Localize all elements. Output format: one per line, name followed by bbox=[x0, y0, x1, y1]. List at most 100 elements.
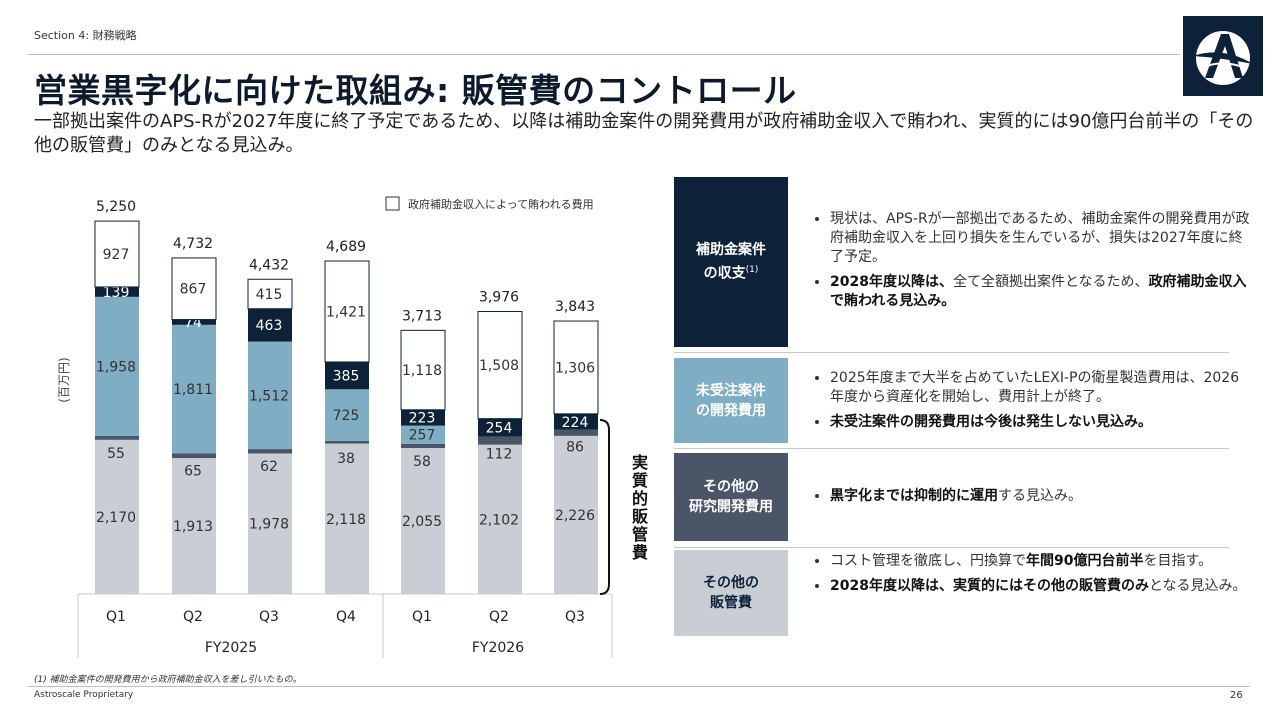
bar-segment bbox=[95, 296, 139, 436]
note-text: を目指す。 bbox=[1143, 553, 1213, 569]
bar-segment bbox=[401, 425, 445, 444]
data-label: 927 bbox=[103, 247, 130, 263]
note-bullet: 黒字化までは抑制的に運用する見込み。 bbox=[830, 487, 1250, 506]
data-label: 86 bbox=[566, 440, 584, 456]
bar-segment bbox=[95, 435, 139, 440]
data-label: 55 bbox=[107, 446, 125, 462]
category-label-line1: 未受注案件 bbox=[696, 382, 766, 399]
data-label: 415 bbox=[256, 287, 283, 303]
data-label: 1,306 bbox=[555, 360, 595, 376]
data-label: 2,170 bbox=[96, 510, 136, 526]
x-tick-label: Q1 bbox=[412, 609, 432, 625]
bar-segment bbox=[95, 286, 139, 297]
bottom-divider bbox=[28, 686, 1250, 687]
panel-divider bbox=[674, 547, 1229, 548]
bar-segment bbox=[401, 447, 445, 594]
data-label: 62 bbox=[260, 459, 278, 475]
note-emphasis: 政府補助金収入で賄われる見込み。 bbox=[830, 274, 1247, 309]
y-axis-unit: (百万円) bbox=[57, 357, 71, 402]
data-label: 725 bbox=[333, 408, 360, 424]
total-label: 4,732 bbox=[173, 236, 213, 252]
note-emphasis: 未受注案件の開発費用は今後は発生しない見込み。 bbox=[830, 414, 1152, 430]
note-bullet: 現状は、APS-Rが一部拠出であるため、補助金案件の開発費用が政府補助金収入を上… bbox=[830, 210, 1250, 267]
bar-segment bbox=[94, 220, 140, 288]
note-emphasis: 2028年度以降は、実質的にはその他の販管費のみ bbox=[830, 578, 1149, 594]
bar-segment bbox=[172, 324, 216, 454]
data-label: 254 bbox=[486, 421, 513, 437]
bar-segment bbox=[554, 429, 598, 436]
note-text: となる見込み。 bbox=[1148, 578, 1247, 594]
note-text: 2025年度まで大半を占めていたLEXI-Pの衛星製造費用は、2026年度から資… bbox=[830, 370, 1240, 405]
data-label: 1,421 bbox=[326, 304, 366, 320]
page-title: 営業黒字化に向けた取組み: 販管費のコントロール bbox=[34, 71, 797, 110]
category-label-line1: その他の bbox=[703, 479, 759, 495]
bar-segment bbox=[172, 319, 216, 325]
data-label: 257 bbox=[409, 428, 436, 444]
data-label: 58 bbox=[413, 454, 431, 470]
note-text: する見込み。 bbox=[998, 488, 1082, 504]
bar-segment bbox=[400, 329, 446, 411]
footnote: (1) 補助金案件の開発費用から政府補助金収入を差し引いたもの。 bbox=[34, 675, 302, 685]
bar-segment bbox=[325, 389, 369, 441]
bar-segment bbox=[401, 409, 445, 426]
section-label: Section 4: 財務戦略 bbox=[34, 29, 137, 42]
group-label: FY2026 bbox=[472, 640, 524, 656]
data-label: 224 bbox=[562, 415, 589, 431]
category-label-box: 補助金案件 の収支(1) bbox=[674, 177, 788, 347]
category-label-box: その他の研究開発費用 bbox=[674, 453, 788, 541]
bar-segment bbox=[325, 443, 369, 594]
bracket-label-char: 的 bbox=[632, 489, 648, 508]
x-tick-label: Q2 bbox=[183, 609, 203, 625]
data-label: 1,811 bbox=[173, 382, 213, 398]
stacked-bar-chart: 2,170551,9581399275,2501,913651,81174867… bbox=[57, 196, 649, 658]
bar-segment bbox=[477, 311, 523, 420]
data-label: 385 bbox=[333, 369, 360, 385]
data-label: 2,102 bbox=[479, 512, 519, 528]
data-label: 223 bbox=[409, 411, 436, 427]
x-tick-label: Q3 bbox=[565, 609, 585, 625]
bracket bbox=[599, 419, 610, 595]
note-text: コスト管理を徹底し、円換算で bbox=[830, 553, 1026, 569]
panel-divider bbox=[674, 352, 1229, 353]
note-emphasis: 2028年度以降は、 bbox=[830, 274, 953, 290]
data-label: 2,055 bbox=[402, 514, 442, 530]
total-label: 4,689 bbox=[326, 239, 366, 255]
category-label-line2: 研究開発費用 bbox=[689, 499, 773, 515]
x-tick-label: Q1 bbox=[106, 609, 126, 625]
panel-divider bbox=[674, 448, 1229, 449]
bar-segment bbox=[171, 257, 217, 321]
footnote-mark: (1) bbox=[745, 265, 759, 276]
category-label-line2: の開発費用 bbox=[696, 402, 766, 419]
bar-segment bbox=[553, 320, 599, 415]
data-label: 1,958 bbox=[96, 359, 136, 375]
category-notes: コスト管理を徹底し、円換算で年間90億円台前半を目指す。 2028年度以降は、実質… bbox=[808, 552, 1250, 602]
bar-segment bbox=[554, 413, 598, 430]
data-label: 139 bbox=[103, 285, 130, 301]
bar-segment bbox=[554, 435, 598, 594]
category-label-line2: 販管費 bbox=[710, 595, 752, 611]
bar-segment bbox=[324, 260, 370, 363]
category-label-box: 未受注案件の開発費用 bbox=[674, 358, 788, 443]
astroscale-logo-icon bbox=[1183, 16, 1263, 96]
legend-swatch bbox=[385, 196, 400, 211]
page-subtitle: 一部拠出案件のAPS-Rが2027年度に終了予定であるため、以降は補助金案件の開… bbox=[34, 111, 1254, 156]
bar-segment bbox=[95, 439, 139, 594]
bracket-label-char: 費 bbox=[632, 543, 648, 562]
x-tick-label: Q3 bbox=[259, 609, 279, 625]
data-label: 112 bbox=[486, 447, 513, 463]
bar-segment bbox=[248, 341, 292, 450]
x-tick-label: Q2 bbox=[489, 609, 509, 625]
bar-segment bbox=[172, 458, 216, 594]
data-label: 2,118 bbox=[326, 512, 366, 528]
total-label: 4,432 bbox=[249, 257, 289, 273]
bracket-label-char: 販 bbox=[632, 507, 649, 526]
data-label: 1,508 bbox=[479, 358, 519, 374]
data-label: 1,118 bbox=[402, 363, 442, 379]
category-notes: 現状は、APS-Rが一部拠出であるため、補助金案件の開発費用が政府補助金収入を上… bbox=[808, 210, 1250, 317]
bar-segment bbox=[478, 436, 522, 445]
total-label: 3,976 bbox=[479, 290, 519, 306]
note-bullet: 2025年度まで大半を占めていたLEXI-Pの衛星製造費用は、2026年度から資… bbox=[830, 369, 1250, 407]
note-text: 現状は、APS-Rが一部拠出であるため、補助金案件の開発費用が政府補助金収入を上… bbox=[830, 211, 1250, 265]
category-notes: 黒字化までは抑制的に運用する見込み。 bbox=[808, 487, 1250, 512]
note-bullet: 2028年度以降は、全て全額拠出案件となるため、政府補助金収入で賄われる見込み。 bbox=[830, 273, 1250, 311]
